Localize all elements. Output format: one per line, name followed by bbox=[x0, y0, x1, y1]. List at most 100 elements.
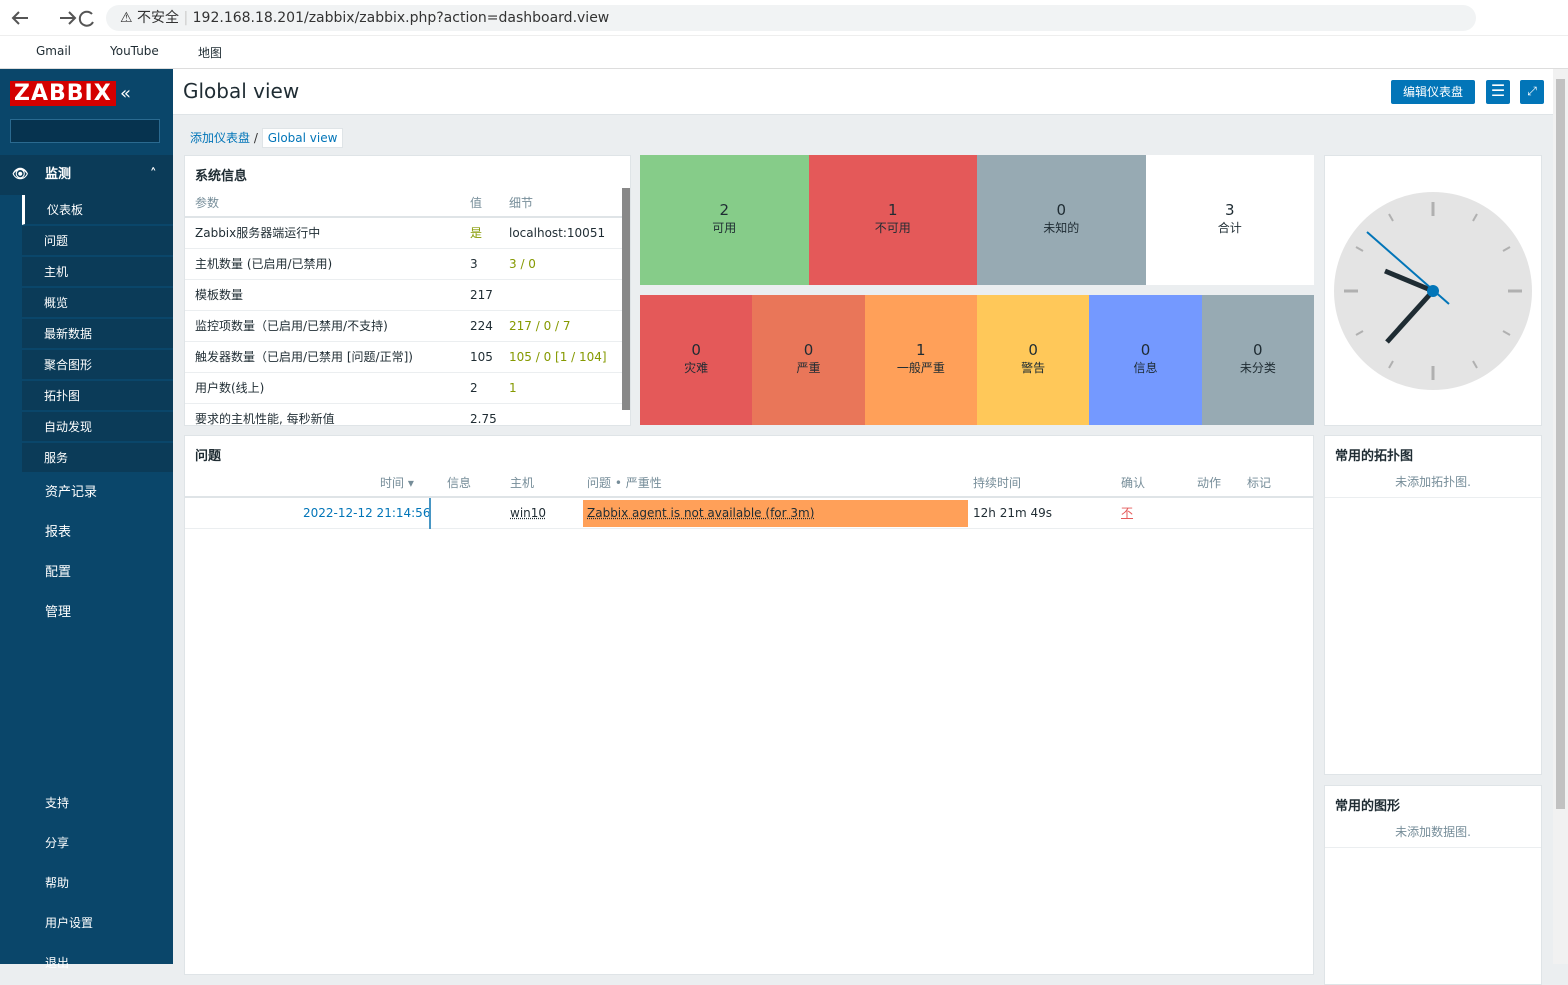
param: 监控项数量（已启用/已禁用/不支持) bbox=[195, 319, 388, 333]
clock bbox=[1334, 192, 1532, 390]
menu-item[interactable]: 拓扑图 bbox=[22, 381, 173, 411]
scrollbar[interactable] bbox=[622, 188, 630, 410]
table-row: 要求的主机性能, 每秒新值 2.75 bbox=[185, 404, 622, 426]
divider bbox=[185, 216, 622, 218]
fullscreen-button[interactable]: ⤢ bbox=[1520, 80, 1544, 104]
bookmark[interactable]: 地图 bbox=[198, 46, 223, 60]
widget-title: 常用的图形 bbox=[1335, 799, 1401, 814]
clock-widget bbox=[1324, 155, 1542, 426]
time[interactable]: 2022-12-12 21:14:56 bbox=[303, 506, 431, 520]
menu-section[interactable]: 配置 bbox=[45, 565, 72, 580]
menu-label: 监测 bbox=[45, 167, 72, 182]
table-row: 用户数(线上) 2 1 bbox=[185, 373, 622, 404]
value: 2.75 bbox=[470, 412, 497, 426]
breadcrumb: 添加仪表盘 / Global view bbox=[190, 128, 344, 148]
edit-dashboard-button[interactable]: 编辑仪表盘 bbox=[1391, 80, 1475, 104]
column-header: 参数 bbox=[195, 196, 220, 210]
label: 可用 bbox=[712, 221, 737, 235]
menu-item[interactable]: 服务 bbox=[22, 443, 173, 473]
system-info-widget: 系统信息 参数 值 细节 Zabbix服务器端运行中 是 localhost:10051 主… bbox=[184, 155, 631, 426]
value: 3 bbox=[470, 257, 478, 271]
column-header[interactable]: 时间 ▾ bbox=[380, 476, 414, 490]
bookmark[interactable]: YouTube bbox=[110, 44, 159, 58]
breadcrumb-current[interactable]: Global view bbox=[261, 128, 344, 148]
menu-bottom-item[interactable]: 用户设置 bbox=[45, 916, 94, 930]
breadcrumb-link[interactable]: 添加仪表盘 bbox=[190, 131, 251, 145]
value: 2 bbox=[470, 381, 478, 395]
param: 要求的主机性能, 每秒新值 bbox=[195, 412, 335, 426]
main: Global view 编辑仪表盘 ☰ ⤢ 添加仪表盘 / Global vie… bbox=[173, 69, 1553, 985]
security-label: 不安全 bbox=[137, 10, 180, 26]
column-header: 问题 • 严重性 bbox=[587, 476, 662, 490]
label: 未知的 bbox=[1043, 221, 1080, 235]
severity-tile[interactable]: 0 警告 bbox=[977, 295, 1090, 425]
label: 未分类 bbox=[1239, 361, 1276, 375]
collapse-button[interactable]: « bbox=[120, 83, 132, 104]
severity-tile[interactable]: 1 一般严重 bbox=[864, 295, 977, 425]
problem[interactable]: Zabbix agent is not available (for 3m) bbox=[583, 500, 968, 527]
menu-button[interactable]: ☰ bbox=[1486, 80, 1510, 104]
menu-section[interactable]: 管理 bbox=[45, 605, 72, 620]
problem-row: 2022-12-12 21:14:56 win10 Zabbix agent is … bbox=[185, 498, 1313, 529]
count: 0 bbox=[1028, 341, 1038, 359]
widget-title: 系统信息 bbox=[195, 169, 248, 184]
detail: 105 / 0 [1 / 104] bbox=[509, 350, 607, 364]
param: 触发器数量（已启用/已禁用 [问题/正常]) bbox=[195, 350, 413, 364]
menu-bottom-item[interactable]: 帮助 bbox=[45, 876, 70, 890]
param: 模板数量 bbox=[195, 288, 244, 302]
menu-item[interactable]: 聚合图形 bbox=[22, 350, 173, 380]
param: Zabbix服务器端运行中 bbox=[195, 226, 321, 240]
menu-bottom-item[interactable]: 退出 bbox=[45, 956, 70, 970]
severity-tile[interactable]: 0 未分类 bbox=[1201, 295, 1314, 425]
favorite-graphs-widget: 常用的图形 未添加数据图. bbox=[1324, 785, 1542, 985]
menu-item[interactable]: 仪表板 bbox=[22, 195, 173, 225]
severity-tile[interactable]: 0 严重 bbox=[752, 295, 865, 425]
menu-item[interactable]: 问题 bbox=[22, 226, 173, 256]
severity-tile[interactable]: 0 灾难 bbox=[640, 295, 753, 425]
acknowledged[interactable]: 不 bbox=[1121, 506, 1134, 520]
table-row: 模板数量 217 bbox=[185, 280, 622, 311]
menu-bottom-item[interactable]: 支持 bbox=[45, 796, 70, 810]
browser-toolbar: ⚠ 不安全 | 192.168.18.201/zabbix/zabbix.php… bbox=[0, 0, 1568, 36]
menu-monitoring[interactable]: 👁 监测 ˄ bbox=[0, 155, 173, 195]
menu-item[interactable]: 主机 bbox=[22, 257, 173, 287]
value: 是 bbox=[470, 226, 483, 240]
count: 0 bbox=[691, 341, 701, 359]
menu-item[interactable]: 最新数据 bbox=[22, 319, 173, 349]
label: 灾难 bbox=[684, 361, 709, 375]
menu-item[interactable]: 自动发现 bbox=[22, 412, 173, 442]
table-row: 主机数量 (已启用/已禁用) 3 3 / 0 bbox=[185, 249, 622, 280]
count: 0 bbox=[1056, 201, 1067, 219]
table-row: 监控项数量（已启用/已禁用/不支持) 224 217 / 0 / 7 bbox=[185, 311, 622, 342]
count: 3 bbox=[1224, 201, 1235, 219]
availability-tile: 2 可用 bbox=[640, 155, 809, 285]
menu-item[interactable]: 概览 bbox=[22, 288, 173, 318]
count: 2 bbox=[719, 201, 730, 219]
search-box[interactable] bbox=[10, 119, 160, 143]
menu-section[interactable]: 资产记录 bbox=[45, 485, 98, 500]
logo[interactable]: ZABBIX bbox=[10, 81, 116, 106]
severity-tile[interactable]: 0 信息 bbox=[1089, 295, 1202, 425]
bookmark[interactable]: Gmail bbox=[36, 44, 72, 58]
header: Global view 编辑仪表盘 ☰ ⤢ bbox=[173, 69, 1553, 115]
availability-tile: 0 未知的 bbox=[977, 155, 1146, 285]
problems-by-severity-widget: 0 灾难 0 严重 1 一般严重 0 警告 0 信息 0 未分类 bbox=[640, 295, 1314, 425]
count: 1 bbox=[916, 341, 926, 359]
label: 合计 bbox=[1217, 221, 1242, 235]
host[interactable]: win10 bbox=[510, 506, 547, 520]
page-title: Global view bbox=[183, 79, 300, 103]
page-scrollbar[interactable] bbox=[1553, 69, 1568, 964]
detail: 217 / 0 / 7 bbox=[509, 319, 571, 333]
count: 0 bbox=[1253, 341, 1263, 359]
bookmarks-bar: Gmail YouTube 地图 bbox=[0, 36, 1568, 69]
availability-tile: 3 合计 bbox=[1145, 155, 1314, 285]
detail: localhost:10051 bbox=[509, 226, 606, 240]
widget-title: 常用的拓扑图 bbox=[1335, 449, 1414, 464]
column-header: 动作 bbox=[1197, 476, 1222, 490]
address-bar[interactable]: ⚠ 不安全 | 192.168.18.201/zabbix/zabbix.php… bbox=[106, 5, 1476, 31]
menu-section[interactable]: 报表 bbox=[45, 525, 72, 540]
nav-buttons[interactable] bbox=[10, 8, 94, 28]
empty-message: 未添加数据图. bbox=[1325, 816, 1541, 848]
menu-bottom-item[interactable]: 分享 bbox=[45, 836, 70, 850]
